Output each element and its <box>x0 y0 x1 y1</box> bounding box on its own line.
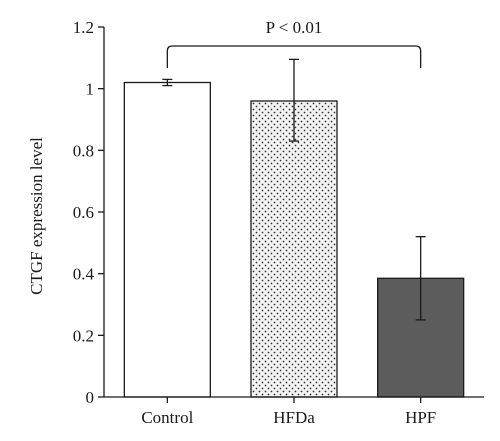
y-tick-label: 0.6 <box>73 203 94 222</box>
y-tick-label: 0.4 <box>73 265 95 284</box>
error-bars-group <box>162 58 426 321</box>
y-tick-label: 0.8 <box>73 141 94 160</box>
bar-control <box>123 81 211 398</box>
x-tick-label: HPF <box>405 408 436 427</box>
y-tick-label: 0 <box>86 388 95 407</box>
significance-bracket: P < 0.01 <box>166 18 422 68</box>
x-axis: Control HFDa HPF <box>104 396 484 427</box>
y-axis: 0 0.2 0.4 0.6 0.8 1 1.2 <box>73 18 105 407</box>
bars-group <box>123 81 465 398</box>
y-tick-label: 1 <box>86 80 95 99</box>
y-axis-label: CTGF expression level <box>27 137 46 295</box>
x-tick-label: HFDa <box>273 408 315 427</box>
x-tick-label: Control <box>141 408 193 427</box>
significance-bracket-line <box>166 45 422 68</box>
y-tick-label: 1.2 <box>73 18 94 37</box>
y-tick-label: 0.2 <box>73 326 94 345</box>
bar-hfda <box>250 100 338 398</box>
significance-label: P < 0.01 <box>266 18 323 37</box>
